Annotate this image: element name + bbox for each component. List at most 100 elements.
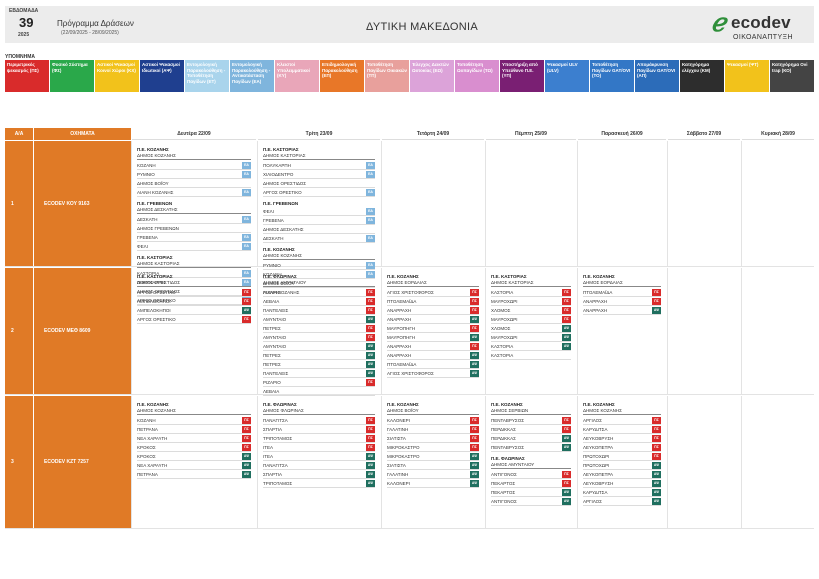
region-group: Π.Ε. ΦΛΩΡΙΝΑΣ ΔΗΜΟΣ ΑΜΥΝΤΑΙΟΥ ΑΝΤΙΓΟΝΟΣ ΠΣ Π… (491, 456, 571, 506)
column-separator (381, 141, 382, 266)
location-name: ΧΙΛΙΟΔΕΝΤΡΟ (263, 172, 294, 177)
location-name: ΔΗΜΟΣ ΟΡΕΣΤΙΔΟΣ (263, 181, 307, 186)
region-group: Π.Ε. ΚΟΖΑΝΗΣ ΔΗΜΟΣ ΒΟΪΟΥ ΚΑΛΟΝΕΡΙ ΠΣ ΓΑΛΑΤΙΝ… (387, 402, 479, 488)
location-row: ΠΤΟΛΕΜΑΪΔΑ ΠΣ (583, 288, 661, 297)
regional-unit-title: Π.Ε. ΚΟΖΑΝΗΣ (137, 147, 169, 152)
location-row: ΦΕΛΙ ΕΑ (263, 207, 375, 216)
action-badge: ΑΨ (652, 471, 661, 478)
column-separator (577, 268, 578, 394)
column-separator (577, 396, 578, 528)
region-group: Π.Ε. ΚΟΖΑΝΗΣ ΔΗΜΟΣ ΚΟΖΑΝΗΣ ΑΡΓΙΛΟΣ ΠΣ ΚΑΡΥΔΙ… (583, 402, 661, 506)
action-badge: ΑΨ (470, 471, 479, 478)
location-row: ΑΝΑΡΡΑΧΗ ΑΨ (583, 306, 661, 315)
location-row: ΛΕΥΚΟΒΡΥΣΗ ΑΨ (583, 479, 661, 488)
action-badge: ΠΣ (562, 289, 571, 296)
action-badge: ΕΑ (242, 279, 251, 286)
legend-item: Κατηγόρημα ελέγχου (ΚΜ) (680, 60, 724, 92)
legend-item: Επιδημιολογική Παρακολούθηση (ΕΠ) (320, 60, 364, 92)
location-name: ΜΑΥΡΟΠΗΓΗ (387, 335, 416, 340)
location-name: ΡΙΖΑΡΙΟ (263, 380, 281, 385)
vehicle-name: ECODEV ΚΖΤ 7257 (34, 396, 131, 528)
location-row: ΣΙΑΤΙΣΤΑ ΑΨ (387, 461, 479, 470)
location-row: ΡΥΜΝΙΟ ΕΑ (263, 261, 375, 270)
action-badge: ΠΣ (562, 426, 571, 433)
location-row: ΚΟΖΑΝΗ ΕΑ (137, 161, 251, 170)
action-badge: ΑΨ (470, 334, 479, 341)
location-row: ΔΕΣΚΑΤΗ ΕΑ (137, 215, 251, 224)
column-separator (381, 268, 382, 394)
location-name: ΣΠΑΡΤΙΑ (263, 472, 283, 477)
location-name: ΛΕΒΑΙΑ (263, 299, 280, 304)
day-cell: Π.Ε. ΚΟΖΑΝΗΣ ΔΗΜΟΣ ΚΟΖΑΝΗΣ ΚΟΖΑΝΗ ΠΣ ΠΕΤΡΑΝΑ… (137, 402, 251, 483)
program-title: Πρόγραμμα Δράσεων (57, 19, 134, 28)
action-badge: ΑΨ (562, 325, 571, 332)
location-name: ΜΑΥΡΟΠΗΓΗ (387, 326, 416, 331)
action-badge: ΑΨ (366, 316, 375, 323)
action-badge: ΑΨ (470, 480, 479, 487)
location-row: ΣΠΑΡΤΙΑ ΑΨ (263, 470, 375, 479)
location-row: ΔΕΣΚΑΤΗ ΕΑ (263, 234, 375, 243)
location-row: ΑΡΓΙΛΟΣ ΠΣ (583, 416, 661, 425)
location-row: ΙΤΕΑ ΠΣ (263, 443, 375, 452)
location-row: ΧΙΛΙΟΔΕΝΤΡΟ ΕΑ (263, 170, 375, 179)
legend-item: Φυσικό Σύστημα (ΦΣ) (50, 60, 94, 92)
regional-unit-title: Π.Ε. ΦΛΩΡΙΝΑΣ (491, 456, 525, 461)
location-row: ΠΡΩΤΟΧΩΡΙ ΑΨ (583, 461, 661, 470)
regional-unit-title: Π.Ε. ΚΑΣΤΟΡΙΑΣ (137, 255, 173, 260)
action-badge: ΑΨ (470, 361, 479, 368)
regional-unit-title: Π.Ε. ΚΟΖΑΝΗΣ (583, 274, 615, 279)
municipality-title: ΔΗΜΟΣ ΚΟΖΑΝΗΣ (137, 408, 251, 415)
regional-unit-title: Π.Ε. ΚΑΣΤΟΡΙΑΣ (263, 147, 299, 152)
action-badge: ΠΣ (366, 444, 375, 451)
location-name: ΑΡΓΟΣ ΟΡΕΣΤΙΚΟ (137, 290, 176, 295)
action-badge: ΑΨ (366, 352, 375, 359)
action-badge: ΠΣ (366, 307, 375, 314)
action-badge: ΠΣ (652, 453, 661, 460)
location-name: ΠΤΟΛΕΜΑΪΔΑ (387, 299, 417, 304)
action-badge: ΑΨ (242, 471, 251, 478)
municipality-title: ΔΗΜΟΣ ΑΜΥΝΤΑΙΟΥ (263, 280, 375, 287)
region-group: Π.Ε. ΚΟΖΑΝΗΣ ΔΗΜΟΣ ΣΕΡΒΙΩΝ ΠΕΝΤΑΒΡΥΣΟΣ ΠΣ ΠΕ… (491, 402, 571, 452)
week-number: 39 (19, 15, 34, 30)
action-badge: ΑΨ (652, 498, 661, 505)
location-row: ΠΕΤΡΑΝΑ ΑΨ (137, 470, 251, 479)
action-badge: ΠΣ (652, 435, 661, 442)
location-name: ΚΟΖΑΝΗ (263, 272, 282, 277)
action-badge: ΕΑ (242, 189, 251, 196)
leaf-logo-icon: ℯ (711, 8, 726, 37)
location-name: ΛΕΒΑΙΑ (263, 389, 280, 394)
location-name: ΠΑΝΑΓΙΤΣΑ (263, 418, 288, 423)
location-name: ΚΟΖΑΝΗ (137, 418, 156, 423)
municipality-title: ΔΗΜΟΣ ΚΑΣΤΟΡΙΑΣ (137, 261, 251, 268)
action-badge: ΠΣ (366, 289, 375, 296)
action-badge: ΠΣ (470, 298, 479, 305)
action-badge: ΠΣ (242, 298, 251, 305)
action-badge: ΑΨ (366, 343, 375, 350)
municipality-title: ΔΗΜΟΣ ΚΟΖΑΝΗΣ (137, 153, 251, 160)
day-cell: Π.Ε. ΚΟΖΑΝΗΣ ΔΗΜΟΣ ΣΕΡΒΙΩΝ ΠΕΝΤΑΒΡΥΣΟΣ ΠΣ ΠΕ… (491, 402, 571, 510)
action-badge: ΕΑ (366, 235, 375, 242)
action-badge: ΠΣ (470, 289, 479, 296)
location-row: ΜΑΥΡΟΠΗΓΗ ΑΨ (387, 333, 479, 342)
location-name: ΓΡΕΒΕΝΑ (137, 235, 158, 240)
action-badge: ΑΨ (366, 462, 375, 469)
day-cell: Π.Ε. ΚΟΖΑΝΗΣ ΔΗΜΟΣ ΚΟΖΑΝΗΣ ΑΡΓΙΛΟΣ ΠΣ ΚΑΡΥΔΙ… (583, 402, 661, 510)
action-badge: ΑΨ (366, 453, 375, 460)
location-row: ΣΠΑΡΤΙΑ ΠΣ (263, 425, 375, 434)
legend-item: Απομάκρυνση Παγίδων GAT/OVI (ΑΠ) (635, 60, 679, 92)
legend-item: Αστικοί Ψεκασμοί Ιδιωτικοί (ΑΨ) (140, 60, 184, 92)
location-row: ΓΑΛΑΤΙΝΗ ΑΨ (387, 470, 479, 479)
location-name: ΑΝΤΙΓΟΝΟΣ (491, 472, 517, 477)
location-row: ΠΑΝΤΕΛΕΙΣ ΑΨ (263, 369, 375, 378)
day-cell: Π.Ε. ΚΟΖΑΝΗΣ ΔΗΜΟΣ ΕΟΡΔΑΙΑΣ ΑΓΙΟΣ ΧΡΙΣΤΟΦΟ… (387, 274, 479, 382)
action-badge: ΠΣ (470, 343, 479, 350)
location-name: ΑΝΑΡΡΑΧΗ (583, 308, 608, 313)
day-header: Δευτέρα 22/09 (132, 128, 256, 140)
action-badge: ΠΣ (366, 435, 375, 442)
location-name: ΣΙΑΤΙΣΤΑ (387, 436, 406, 441)
location-name: ΛΕΥΚΟΒΡΥΣΗ (583, 481, 614, 486)
ecodev-logo: ℯ ecodev ΟΙΚΟΑΝΑΠΤΥΞΗ (711, 8, 807, 42)
legend-item: Εντομολογική Παρακολούθηση - Αντικατάστα… (230, 60, 274, 92)
location-row: ΧΛΟΜΟΣ ΑΨ (491, 324, 571, 333)
location-row: ΚΑΛΟΝΕΡΙ ΠΣ (387, 416, 479, 425)
